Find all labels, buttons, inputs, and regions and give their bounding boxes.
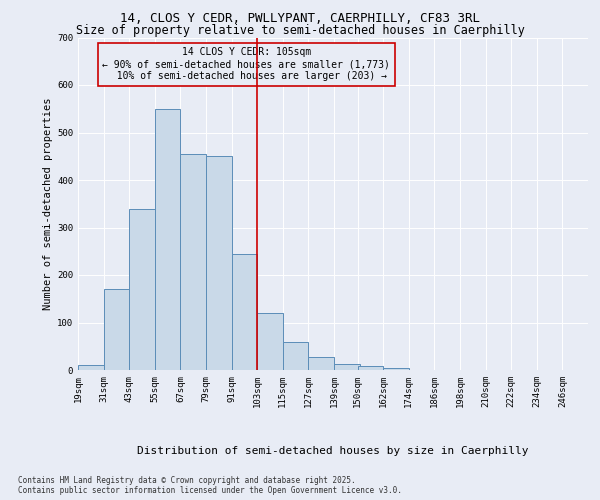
Bar <box>129 208 155 370</box>
Bar <box>206 156 232 370</box>
Bar <box>78 365 104 370</box>
Y-axis label: Number of semi-detached properties: Number of semi-detached properties <box>43 98 53 310</box>
Bar <box>283 342 308 370</box>
Bar <box>358 366 383 370</box>
Bar <box>155 109 181 370</box>
Bar <box>308 357 334 370</box>
Bar <box>232 254 257 370</box>
Bar <box>181 154 206 370</box>
Bar <box>257 313 283 370</box>
Text: 14 CLOS Y CEDR: 105sqm
← 90% of semi-detached houses are smaller (1,773)
  10% o: 14 CLOS Y CEDR: 105sqm ← 90% of semi-det… <box>103 48 390 80</box>
X-axis label: Distribution of semi-detached houses by size in Caerphilly: Distribution of semi-detached houses by … <box>137 446 529 456</box>
Text: Size of property relative to semi-detached houses in Caerphilly: Size of property relative to semi-detach… <box>76 24 524 37</box>
Bar <box>383 368 409 370</box>
Text: 14, CLOS Y CEDR, PWLLYPANT, CAERPHILLY, CF83 3RL: 14, CLOS Y CEDR, PWLLYPANT, CAERPHILLY, … <box>120 12 480 26</box>
Bar <box>104 289 129 370</box>
Bar <box>334 364 359 370</box>
Text: Contains HM Land Registry data © Crown copyright and database right 2025.
Contai: Contains HM Land Registry data © Crown c… <box>18 476 402 495</box>
